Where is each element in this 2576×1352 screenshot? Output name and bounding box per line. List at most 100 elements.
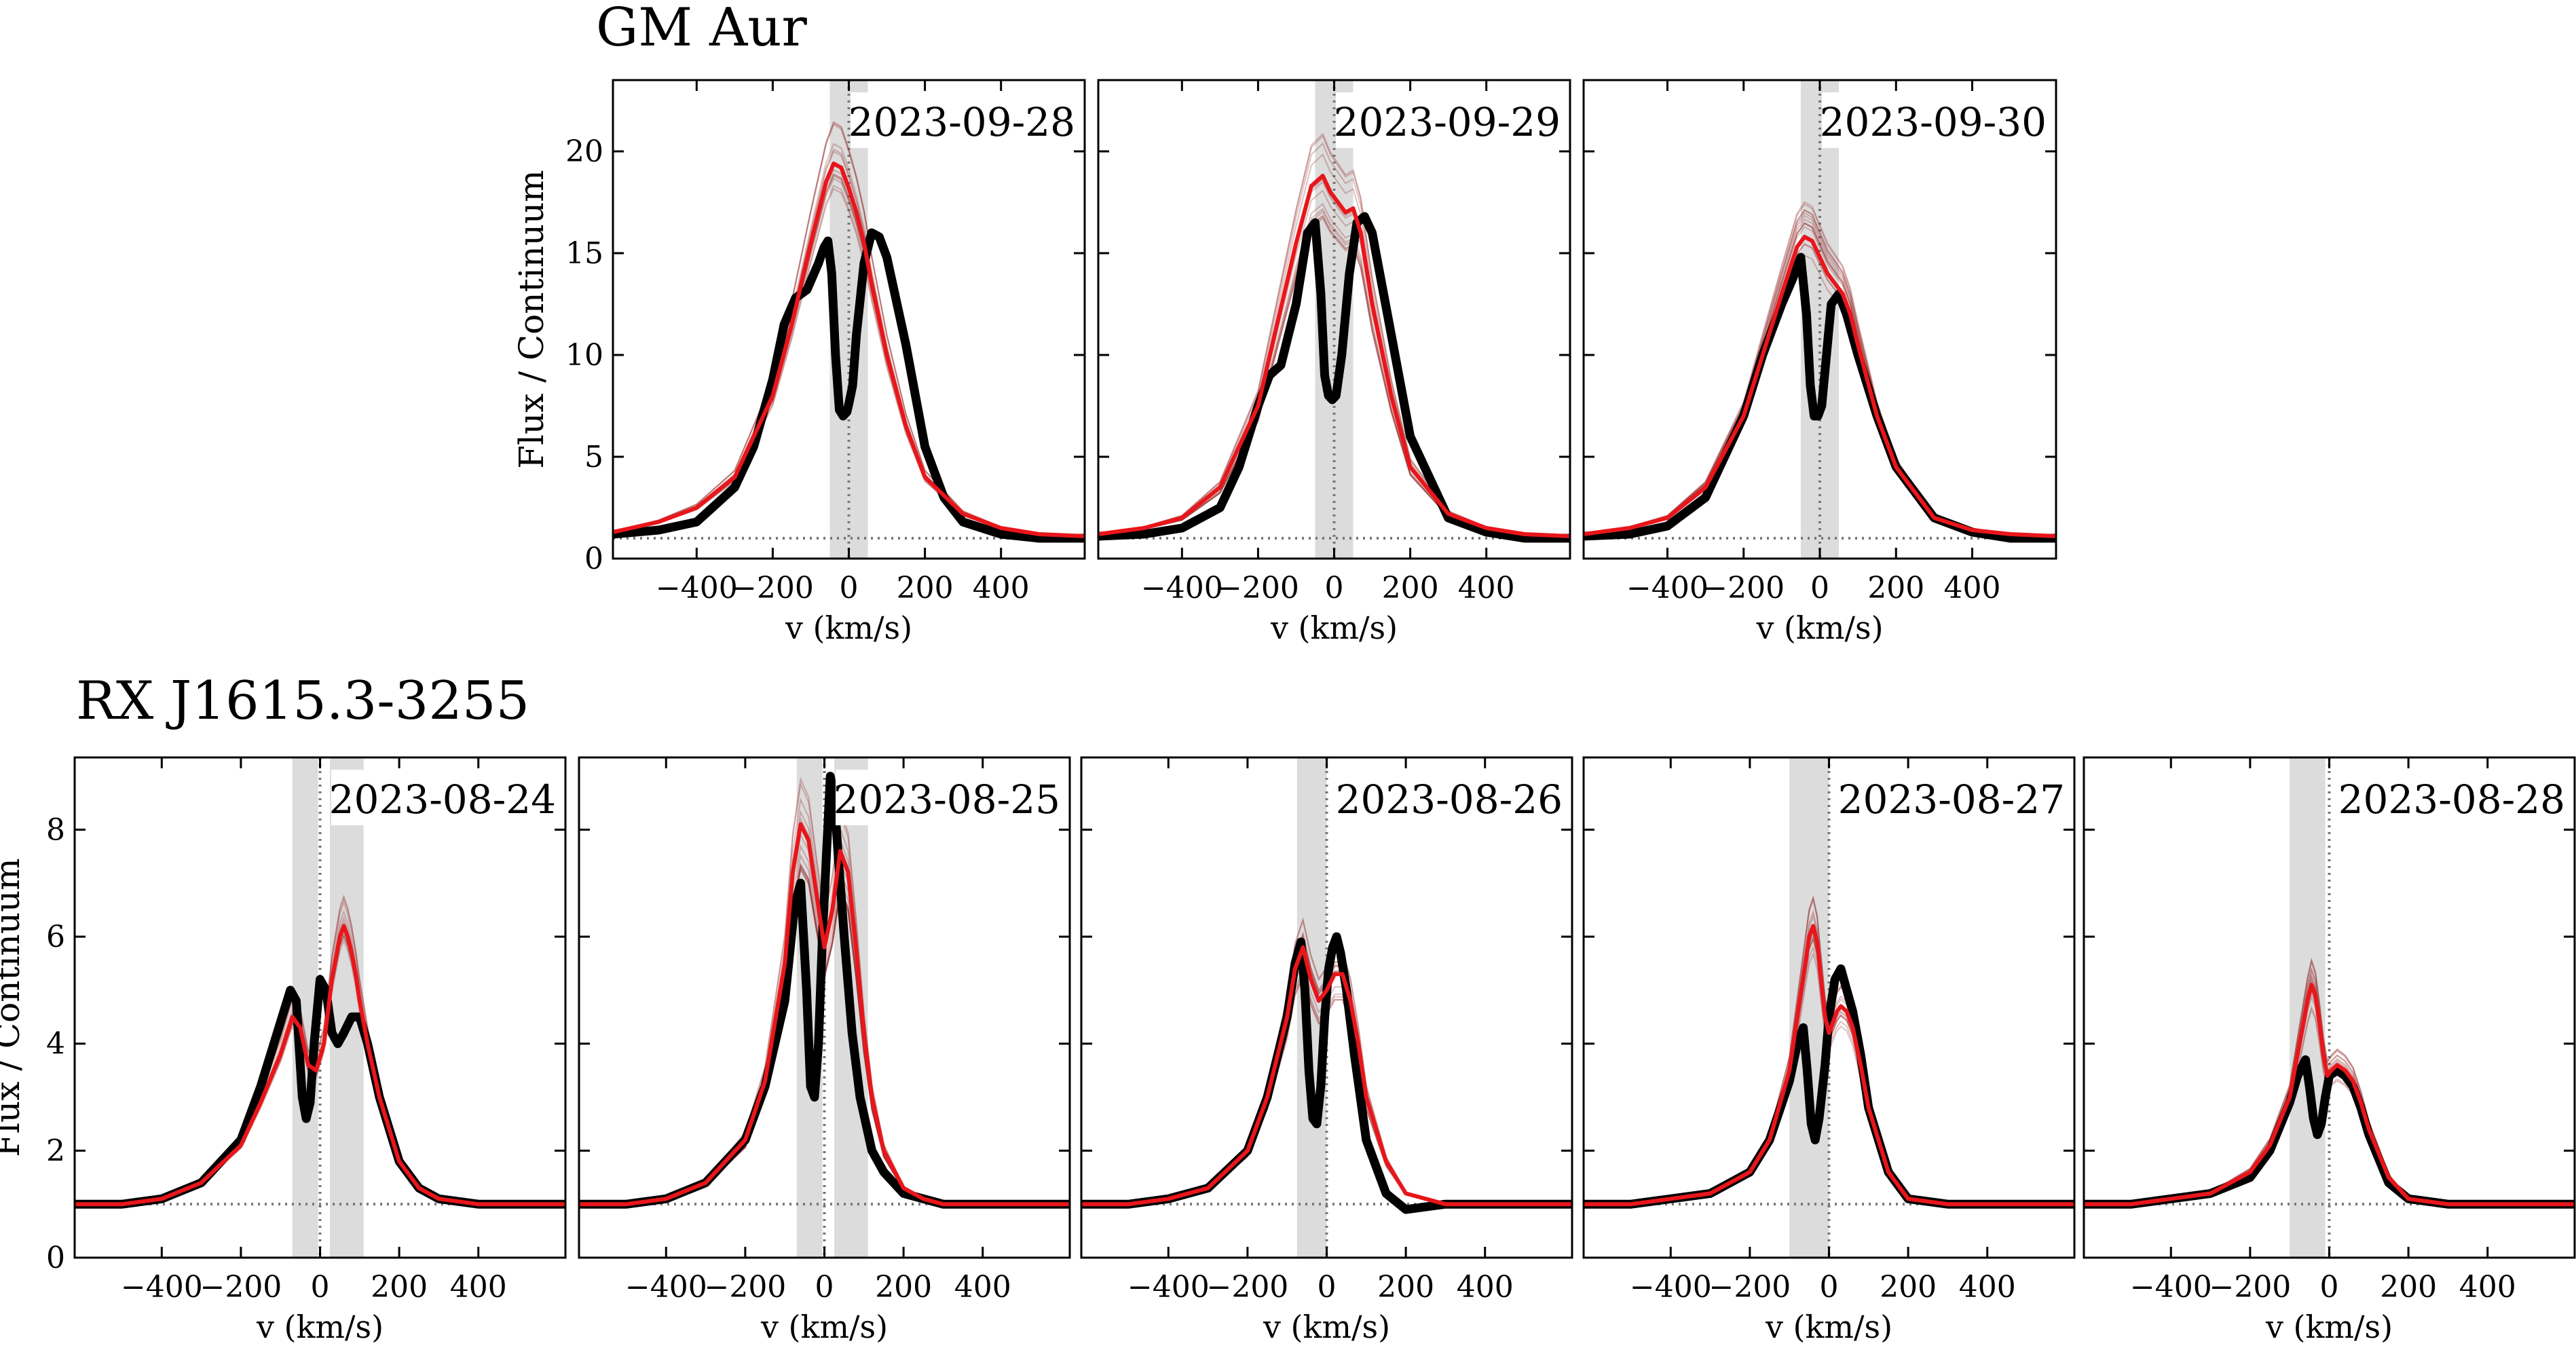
x-tick-label: −400 [1127, 1270, 1210, 1304]
x-tick-label: 400 [1944, 571, 2001, 605]
x-tick-label: 400 [450, 1270, 507, 1304]
model-sample-line [613, 121, 1085, 537]
x-tick-label: 400 [973, 571, 1030, 605]
panel-plot-area [1584, 80, 2056, 559]
panel-plot-area [579, 757, 1070, 1258]
x-tick-label: −400 [656, 571, 738, 605]
x-tick-label: 400 [954, 1270, 1011, 1304]
model-sample-line [1098, 214, 1570, 538]
y-tick-label: 15 [565, 236, 603, 271]
x-tick-label: 400 [1959, 1270, 2016, 1304]
y-tick-label: 20 [565, 134, 603, 169]
x-tick-label: 200 [1382, 571, 1439, 605]
model-line [613, 162, 1085, 538]
x-tick-label: 200 [1377, 1270, 1434, 1304]
x-tick-label: −200 [732, 571, 814, 605]
panel-4: −400−200 0 200 400 v (km/s) 2023-08-25 [578, 756, 1071, 1345]
group-title-gm-aur: GM Aur [596, 0, 807, 58]
model-sample-line [1098, 217, 1570, 538]
y-tick-label: 4 [46, 1027, 65, 1062]
y-axis-label: Flux / Continuum [0, 858, 27, 1157]
x-tick-label: 0 [840, 571, 859, 605]
date-label-bg [1338, 770, 1565, 825]
x-tick-label: −200 [1709, 1270, 1791, 1304]
panel-7: −400−200 0 200 400 v (km/s) 2023-08-28 [2083, 756, 2576, 1345]
x-axis-label: v (km/s) [785, 609, 912, 646]
x-tick-label: −200 [200, 1270, 282, 1304]
x-tick-label: −400 [121, 1270, 203, 1304]
model-line [2084, 983, 2575, 1207]
panel-plot-area [1098, 80, 1570, 559]
y-tick-label: 0 [584, 542, 603, 576]
y-tick-label: 2 [46, 1133, 65, 1168]
panel-6: −400−200 0 200 400 v (km/s) 2023-08-27 [1582, 756, 2076, 1345]
x-axis-label: v (km/s) [1755, 609, 1883, 646]
x-tick-label: 0 [1325, 571, 1344, 605]
x-axis-label: v (km/s) [1263, 1309, 1390, 1345]
x-tick-label: 0 [1820, 1270, 1839, 1304]
x-tick-label: 200 [1880, 1270, 1937, 1304]
x-tick-label: −400 [1630, 1270, 1712, 1304]
panel-date-label: 2023-09-29 [1334, 99, 1561, 145]
x-tick-label: −200 [1206, 1270, 1288, 1304]
x-axis-label: v (km/s) [1765, 1309, 1892, 1345]
model-sample-line [2084, 1007, 2575, 1205]
x-tick-label: −200 [1702, 571, 1785, 605]
y-tick-label: 6 [46, 920, 65, 954]
group-title-rx-j1615: RX J1615.3-3255 [76, 671, 530, 732]
date-label-bg [836, 770, 1063, 825]
y-tick-label: 5 [584, 440, 603, 474]
panel-date-label: 2023-08-27 [1838, 776, 2065, 823]
panel-date-label: 2023-09-28 [848, 99, 1075, 145]
x-tick-label: −400 [1626, 571, 1709, 605]
model-line [1584, 924, 2074, 1207]
model-sample-line [613, 124, 1085, 537]
x-tick-label: 400 [1457, 1270, 1514, 1304]
panel-plot-area [1584, 757, 2074, 1258]
x-tick-label: 200 [875, 1270, 932, 1304]
model-line [75, 924, 565, 1207]
x-tick-label: −200 [1217, 571, 1299, 605]
panel-3: −400−200 0 200 400 0 2 4 6 8 v (km/s) 2023-08-24 Fl… [0, 756, 567, 1345]
model-sample-line [1098, 210, 1570, 538]
panel-plot-area [613, 80, 1085, 559]
model-sample-line [1098, 215, 1570, 538]
model-line [1098, 174, 1570, 538]
model-line [579, 822, 1070, 1207]
panel-date-label: 2023-08-25 [834, 776, 1060, 823]
observed-line [613, 228, 1085, 543]
x-tick-label: 200 [371, 1270, 428, 1304]
x-tick-label: 200 [1867, 571, 1924, 605]
y-tick-label: 0 [46, 1241, 65, 1275]
panel-1: −400−200 0 200 400 v (km/s) 2023-09-29 [1097, 79, 1571, 646]
panel-0: −400−200 0 200 400 0 5 10 15 20 v (km/s) 2023-09-2… [512, 79, 1086, 646]
date-label-bg [1840, 770, 2068, 825]
panel-plot-area [2084, 757, 2575, 1258]
x-tick-label: 400 [1458, 571, 1515, 605]
date-label-bg [851, 92, 1078, 148]
x-tick-label: −400 [1141, 571, 1223, 605]
x-tick-label: 0 [2320, 1270, 2339, 1304]
date-label-bg [1822, 92, 2049, 148]
x-tick-label: 0 [1810, 571, 1829, 605]
model-sample-line [1098, 208, 1570, 538]
x-tick-label: 400 [2459, 1270, 2516, 1304]
date-label-bg [2340, 770, 2568, 825]
model-sample-line [613, 121, 1085, 537]
x-tick-label: 200 [897, 571, 954, 605]
x-tick-label: 0 [311, 1270, 330, 1304]
date-label-bg [1336, 92, 1563, 148]
x-tick-label: −400 [625, 1270, 707, 1304]
panel-date-label: 2023-08-28 [2338, 776, 2565, 823]
y-tick-label: 10 [565, 338, 603, 373]
x-tick-label: −200 [2209, 1270, 2291, 1304]
y-tick-label: 8 [46, 812, 65, 847]
x-tick-label: −200 [704, 1270, 786, 1304]
x-axis-label: v (km/s) [2265, 1309, 2393, 1345]
panel-date-label: 2023-08-26 [1336, 776, 1563, 823]
model-line [1584, 235, 2056, 538]
panel-5: −400−200 0 200 400 v (km/s) 2023-08-26 [1080, 756, 1573, 1345]
panel-plot-area [1081, 757, 1572, 1258]
